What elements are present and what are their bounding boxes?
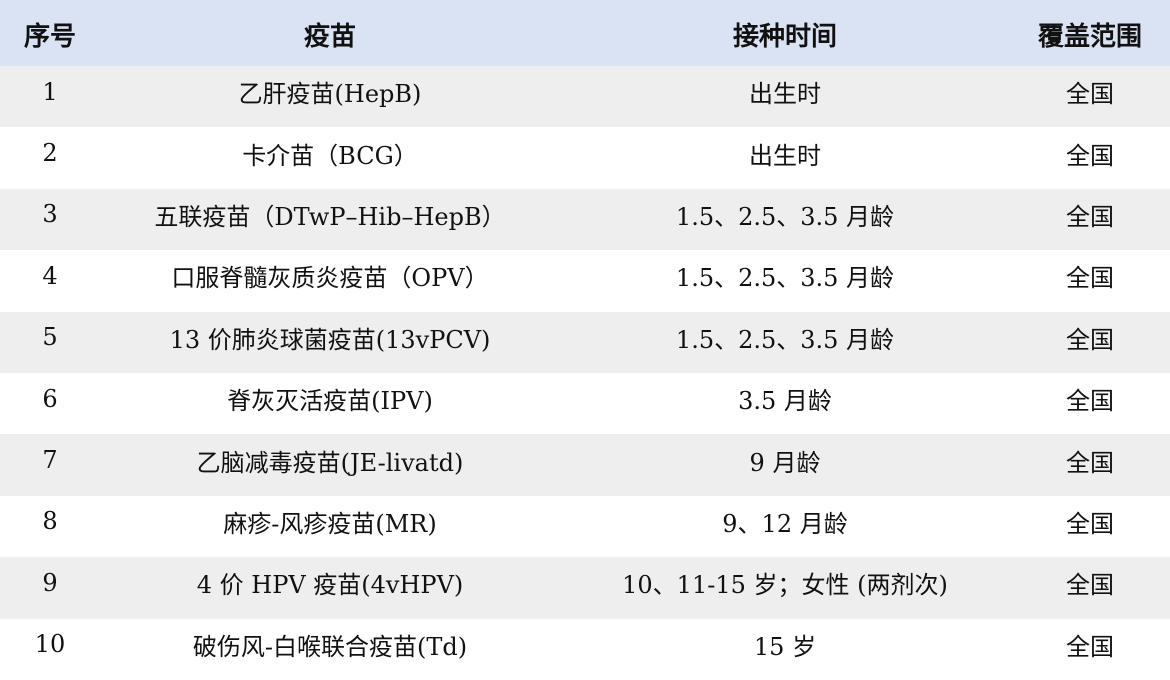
row-index: 6 (42, 384, 58, 413)
row-time: 1.5、2.5、3.5 月龄 (675, 264, 895, 293)
table-row: 7 乙脑减毒疫苗(JE-livatd) 9 月龄 全国 (0, 434, 1170, 496)
row-vaccine: 破伤风-白喉联合疫苗(Td) (192, 632, 468, 661)
row-coverage: 全国 (1066, 141, 1114, 170)
row-coverage: 全国 (1066, 325, 1114, 354)
row-vaccine: 口服脊髓灰质炎疫苗（OPV） (171, 264, 489, 293)
row-time: 10、11-15 岁；女性 (两剂次) (622, 571, 948, 600)
row-time: 9 月龄 (749, 448, 821, 477)
row-coverage: 全国 (1066, 387, 1114, 416)
table-row: 2 卡介苗（BCG） 出生时 全国 (0, 127, 1170, 188)
row-vaccine: 乙肝疫苗(HepB) (238, 80, 422, 109)
row-index: 1 (42, 77, 58, 106)
row-index: 8 (42, 507, 58, 536)
table-row: 4 口服脊髓灰质炎疫苗（OPV） 1.5、2.5、3.5 月龄 全国 (0, 250, 1170, 311)
row-index: 3 (42, 200, 58, 229)
row-index: 5 (42, 323, 58, 352)
row-index: 10 (34, 630, 66, 659)
row-vaccine: 4 价 HPV 疫苗(4vHPV) (196, 571, 464, 600)
header-coverage: 覆盖范围 (1037, 21, 1142, 52)
table-row: 1 乙肝疫苗(HepB) 出生时 全国 (0, 66, 1170, 128)
table-row: 8 麻疹-风疹疫苗(MR) 9、12 月龄 全国 (0, 496, 1170, 557)
row-time: 出生时 (749, 80, 821, 109)
row-coverage: 全国 (1066, 80, 1114, 109)
table-row: 10 破伤风-白喉联合疫苗(Td) 15 岁 全国 (0, 619, 1170, 680)
row-vaccine: 麻疹-风疹疫苗(MR) (223, 509, 437, 538)
header-time: 接种时间 (732, 21, 837, 52)
row-vaccine: 脊灰灭活疫苗(IPV) (227, 387, 433, 416)
row-time: 15 岁 (753, 632, 817, 661)
row-vaccine: 13 价肺炎球菌疫苗(13vPCV) (169, 325, 491, 354)
row-time: 1.5、2.5、3.5 月龄 (675, 325, 895, 354)
row-time: 3.5 月龄 (738, 387, 832, 416)
row-time: 出生时 (749, 141, 821, 170)
row-index: 4 (42, 261, 58, 290)
row-coverage: 全国 (1066, 448, 1114, 477)
row-coverage: 全国 (1066, 202, 1114, 231)
row-vaccine: 乙脑减毒疫苗(JE-livatd) (196, 448, 464, 477)
row-index: 7 (42, 446, 58, 475)
row-coverage: 全国 (1066, 509, 1114, 538)
row-index: 2 (42, 139, 58, 168)
row-vaccine: 五联疫苗（DTwP–Hib–HepB） (154, 202, 506, 231)
row-coverage: 全国 (1066, 571, 1114, 600)
row-vaccine: 卡介苗（BCG） (242, 141, 418, 170)
header-vaccine: 疫苗 (303, 21, 356, 52)
row-coverage: 全国 (1066, 264, 1114, 293)
table-row: 3 五联疫苗（DTwP–Hib–HepB） 1.5、2.5、3.5 月龄 全国 (0, 188, 1170, 251)
table-row: 6 脊灰灭活疫苗(IPV) 3.5 月龄 全国 (0, 373, 1170, 434)
table-header-row: 序号 疫苗 接种时间 覆盖范围 (0, 0, 1170, 66)
row-time: 1.5、2.5、3.5 月龄 (675, 202, 895, 231)
header-index: 序号 (23, 21, 76, 52)
row-index: 9 (42, 568, 58, 597)
table-row: 9 4 价 HPV 疫苗(4vHPV) 10、11-15 岁；女性 (两剂次) … (0, 557, 1170, 619)
row-coverage: 全国 (1066, 632, 1114, 661)
table-row: 5 13 价肺炎球菌疫苗(13vPCV) 1.5、2.5、3.5 月龄 全国 (0, 311, 1170, 373)
row-time: 9、12 月龄 (722, 509, 848, 538)
